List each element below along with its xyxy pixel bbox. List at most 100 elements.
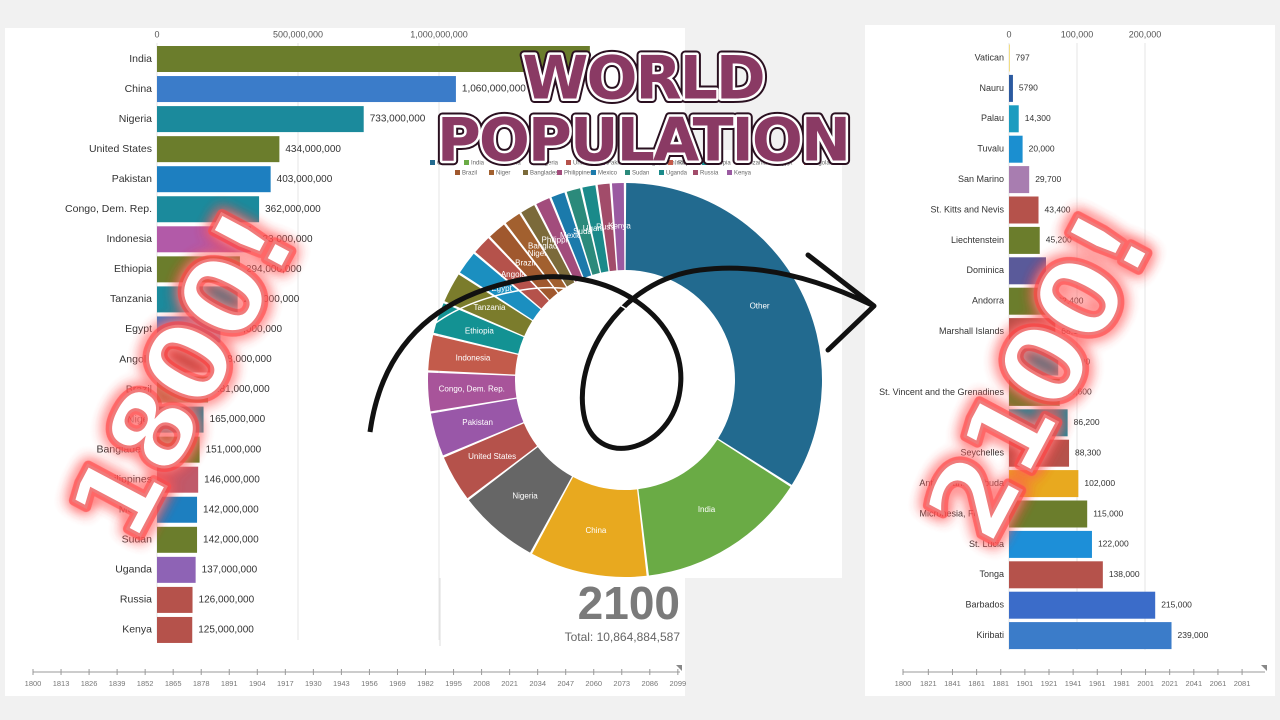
segment-label: Mexico — [560, 231, 586, 240]
segment-label: Egypt — [491, 284, 512, 293]
bar-chart: 0 500,000,000 1,000,000,000 India China 1,060… — [25, 29, 687, 688]
bar — [157, 616, 193, 643]
bar — [1009, 561, 1103, 589]
timeline-label: 1839 — [109, 679, 126, 688]
value-label: 215,000 — [1161, 599, 1192, 609]
legend-swatch — [532, 160, 537, 165]
segment-label: Uganda — [583, 224, 612, 233]
value-label: 29,700 — [1035, 174, 1061, 184]
timeline-label: 2021 — [1161, 679, 1178, 688]
segment-label: Kenya — [608, 222, 631, 231]
legend-label: Sudan — [632, 171, 649, 177]
x-tick-label: 0 — [154, 29, 159, 39]
category-label: China — [125, 83, 153, 95]
bar — [1009, 226, 1040, 254]
timeline-label: 1800 — [895, 679, 912, 688]
title-outline: WORLD — [522, 44, 763, 114]
category-label: Marshall Islands — [939, 326, 1005, 336]
timeline-label: 2099 — [669, 679, 686, 688]
timeline-label: 1813 — [53, 679, 70, 688]
segment-label: Indonesia — [456, 354, 491, 363]
timeline-label: 1852 — [137, 679, 154, 688]
value-label: 239,000 — [1178, 630, 1209, 640]
legend-label: India — [471, 161, 485, 167]
timeline-label: 1982 — [417, 679, 434, 688]
value-label: 125,000,000 — [198, 625, 254, 636]
timeline-label: 1961 — [1089, 679, 1106, 688]
title: POPULATION — [437, 106, 849, 176]
value-label: 115,000 — [1093, 508, 1123, 518]
value-label: 14,300 — [1025, 113, 1051, 123]
donut-segment — [638, 439, 791, 576]
bar — [1009, 591, 1156, 619]
value-label: 68,100 — [1061, 326, 1087, 336]
donut-segment — [475, 238, 549, 309]
legend-swatch — [659, 170, 664, 175]
category-label: Seychelles — [960, 448, 1004, 458]
category-label: Dominica — [966, 265, 1004, 275]
value-label: 333,000,000 — [257, 234, 313, 245]
bar — [1009, 470, 1079, 498]
bar — [157, 406, 204, 433]
value-label: 88,300 — [1075, 447, 1101, 457]
legend-label: Indonesia — [675, 161, 702, 167]
title-outline: POPULATION — [437, 106, 849, 176]
value-label: 1,060,000,000 — [462, 84, 526, 95]
timeline-label: 2008 — [473, 679, 490, 688]
legend-swatch — [702, 160, 707, 165]
bar — [1009, 196, 1039, 224]
donut-segment — [611, 183, 625, 271]
bar — [1009, 135, 1023, 163]
segment-label: India — [698, 505, 716, 514]
timeline-label: 1821 — [920, 679, 937, 688]
bar — [157, 556, 196, 583]
value-label: 62,400 — [1057, 295, 1083, 305]
bar — [157, 586, 193, 613]
timeline-label: 1943 — [333, 679, 350, 688]
segment-label: Niger — [528, 249, 547, 258]
value-label: 43,400 — [1045, 204, 1071, 214]
value-label: 5790 — [1019, 83, 1038, 93]
value-label: 137,000,000 — [202, 564, 258, 575]
donut-segment — [536, 198, 583, 282]
category-label: Tuvalu — [977, 144, 1004, 154]
value-label: 286,000,000 — [244, 294, 300, 305]
category-label: India — [129, 53, 152, 65]
legend-swatch — [430, 160, 435, 165]
category-label: Brazil — [126, 383, 152, 395]
bar — [157, 496, 198, 523]
bar — [1009, 257, 1046, 285]
segment-label: Congo, Dem. Rep. — [439, 384, 505, 393]
value-label: 45,200 — [1046, 235, 1072, 245]
timeline-label: 2021 — [501, 679, 518, 688]
x-tick-label: 100,000 — [1061, 29, 1094, 39]
legend-label: Ethiopia — [709, 161, 731, 167]
timeline-label: 1891 — [221, 679, 238, 688]
donut-segment — [433, 303, 524, 354]
donut-segment — [443, 423, 538, 499]
bar — [157, 76, 456, 103]
timeline-label: 1861 — [968, 679, 985, 688]
legend-swatch — [668, 160, 673, 165]
segment-label: Philippines — [542, 236, 581, 245]
value-label: 20,000 — [1029, 143, 1055, 153]
category-label: Andorra — [972, 296, 1004, 306]
bar — [157, 526, 198, 553]
value-label: 188,000,000 — [216, 354, 272, 365]
legend-label: Egypt — [777, 161, 793, 167]
bar — [1009, 166, 1030, 194]
bar — [157, 106, 364, 133]
segment-label: Pakistan — [462, 418, 493, 427]
category-label: Congo, Dem. Rep. — [65, 203, 152, 215]
timeline-label: 1800 — [25, 679, 42, 688]
bar — [1009, 74, 1013, 102]
total-label: Total: 10,864,884,587 — [565, 630, 681, 644]
legend-label: Tanzania — [743, 161, 768, 167]
value-label: 146,000,000 — [204, 474, 260, 485]
arrow-stroke — [367, 265, 874, 451]
timeline-label: 1904 — [249, 679, 266, 688]
donut-segment — [430, 398, 524, 456]
value-label: 54,400 — [1052, 265, 1078, 275]
legend-swatch — [634, 160, 639, 165]
